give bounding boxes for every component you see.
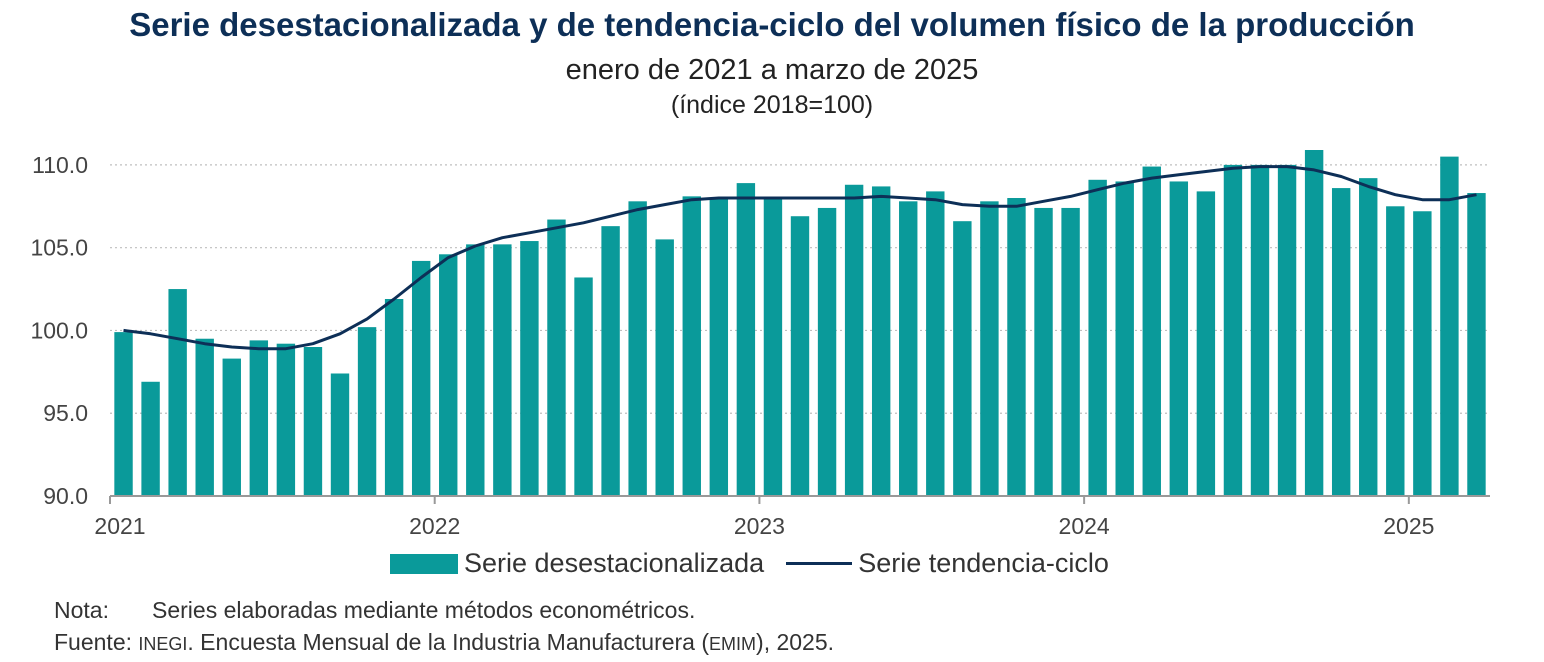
bar — [466, 244, 485, 496]
bar — [114, 332, 133, 496]
y-tick-label: 105.0 — [30, 235, 88, 261]
fuente-row: Fuente: INEGI. Encuesta Mensual de la In… — [54, 626, 834, 660]
nota-text: Series elaboradas mediante métodos econo… — [152, 597, 696, 623]
y-tick-label: 100.0 — [30, 317, 88, 343]
legend-bar-label: Serie desestacionalizada — [464, 548, 765, 578]
x-tick-label: 2024 — [1059, 513, 1110, 539]
bar — [411, 260, 431, 496]
bar — [1250, 164, 1270, 496]
bar — [384, 298, 404, 496]
fuente-mid: . Encuesta Mensual de la Industria Manuf… — [187, 629, 710, 655]
bar — [141, 381, 160, 496]
bar — [844, 184, 864, 496]
bar — [1331, 188, 1351, 497]
footnotes: Nota: Series elaboradas mediante métodos … — [54, 594, 834, 660]
fuente-abbr: EMIM — [709, 634, 757, 654]
chart-units: (índice 2018=100) — [670, 91, 874, 119]
bar — [574, 277, 593, 496]
bar — [1061, 207, 1080, 497]
bar — [790, 216, 810, 496]
bar — [493, 244, 512, 496]
bar — [195, 338, 214, 496]
fuente-label: Fuente: — [54, 629, 132, 655]
bar — [520, 241, 539, 496]
x-tick-label: 2022 — [409, 513, 460, 539]
bar — [655, 239, 674, 496]
bar — [1467, 193, 1486, 496]
x-tick-label: 2023 — [734, 513, 785, 539]
bar — [439, 254, 458, 496]
legend-line-label: Serie tendencia-ciclo — [858, 548, 1109, 578]
bar — [1196, 191, 1216, 496]
bar — [1034, 207, 1053, 497]
bar — [1413, 211, 1432, 496]
y-tick-label: 110.0 — [32, 152, 88, 178]
bar — [1142, 166, 1161, 496]
bar — [303, 347, 323, 496]
bar — [168, 289, 187, 496]
bar — [682, 196, 701, 496]
chart-subtitle: enero de 2021 a marzo de 2025 — [565, 54, 979, 86]
y-tick-label: 90.0 — [43, 483, 88, 509]
bar — [276, 343, 296, 496]
x-tick-label: 2025 — [1383, 513, 1434, 539]
bar — [871, 186, 891, 496]
bar — [330, 373, 350, 496]
fuente-org: INEGI — [138, 634, 188, 654]
legend-bar-swatch — [390, 553, 458, 574]
nota-label: Nota: — [54, 597, 109, 623]
bar — [980, 201, 999, 497]
bar — [1088, 179, 1107, 496]
bar — [1386, 206, 1405, 496]
fuente-end: ), 2025. — [756, 629, 835, 655]
bar — [249, 340, 269, 496]
bar — [953, 221, 972, 497]
nota-row: Nota: Series elaboradas mediante métodos … — [54, 594, 834, 626]
bar — [1169, 181, 1189, 497]
bar — [601, 226, 620, 496]
bar — [1115, 181, 1134, 497]
bar — [736, 183, 756, 496]
bar — [1359, 178, 1378, 496]
bar — [547, 219, 566, 496]
chart-svg: 90.0 95.0 100.0 105.0 110.0 2021 2022 2023 2024 2… — [30, 150, 1490, 539]
bar — [1277, 164, 1297, 496]
trend-line — [123, 165, 1477, 351]
bar — [926, 191, 945, 496]
legend: Serie desestacionalizada Serie tendencia… — [390, 548, 1109, 579]
chart-title: Serie desestacionalizada y de tendencia-… — [129, 6, 1415, 43]
bar — [763, 198, 783, 496]
bar — [1304, 150, 1324, 496]
bar — [1440, 156, 1459, 496]
bar — [709, 198, 729, 496]
bar — [628, 201, 647, 497]
bar — [357, 327, 377, 496]
bar — [222, 358, 241, 496]
bar — [1007, 198, 1026, 496]
y-tick-label: 95.0 — [43, 400, 88, 426]
bar — [817, 207, 837, 497]
bar — [1223, 164, 1243, 496]
legend-line-swatch — [786, 562, 853, 565]
bar — [899, 201, 918, 497]
x-tick-label: 2021 — [94, 513, 145, 539]
